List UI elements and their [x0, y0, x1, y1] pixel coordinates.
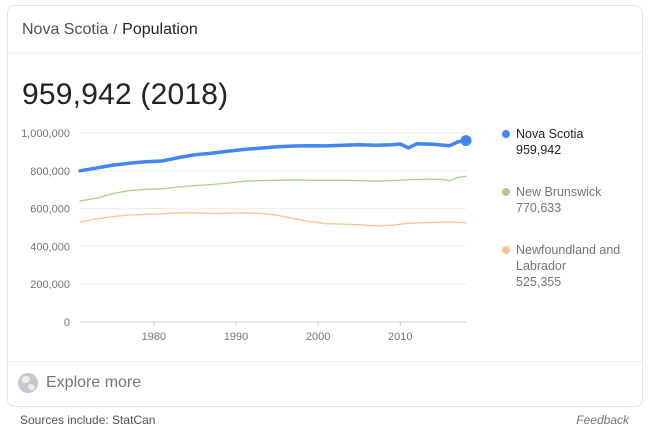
breadcrumb: Nova Scotia / Population	[22, 21, 198, 39]
y-tick-label: 800,000	[30, 166, 70, 178]
legend-series-value: 770,633	[516, 201, 562, 215]
y-tick-label: 1,000,000	[21, 128, 70, 140]
x-axis-ticks: 1980 1990 2000 2010	[142, 322, 413, 343]
legend-series-value: 525,355	[516, 275, 562, 289]
legend-text: New Brunswick 770,633	[516, 184, 636, 216]
breadcrumb-place[interactable]: Nova Scotia	[22, 21, 109, 38]
y-tick-label: 600,000	[30, 204, 70, 216]
y-tick-label: 0	[64, 317, 70, 329]
feedback-link[interactable]: Feedback	[576, 413, 629, 427]
knowledge-card: Nova Scotia / Population 959,942 (2018) No…	[7, 5, 643, 407]
x-tick-label: 2010	[388, 331, 412, 343]
legend-series-value: 959,942	[516, 143, 562, 157]
series-line-newfoundland-and-labrador	[79, 212, 467, 227]
x-tick-label: 2000	[306, 331, 330, 343]
chart-grid	[80, 132, 466, 323]
legend-series-name: Newfoundland and Labrador	[516, 243, 621, 273]
footer-divider	[8, 361, 642, 362]
globe-icon	[18, 373, 38, 393]
legend-series-name: New Brunswick	[516, 185, 602, 199]
header-divider	[8, 52, 642, 53]
y-tick-label: 200,000	[30, 279, 70, 291]
chart-series	[78, 135, 472, 227]
explore-more-link[interactable]: Explore more	[18, 373, 141, 393]
legend-dot	[502, 130, 510, 138]
series-line-nova-scotia	[78, 138, 468, 173]
legend-text: Nova Scotia 959,942	[516, 126, 636, 158]
legend-dot	[502, 188, 510, 196]
y-axis-ticks: 0 200,000 400,000 600,000 800,000 1,000,000	[21, 128, 70, 329]
legend-dot	[502, 246, 510, 254]
y-tick-label: 400,000	[30, 241, 70, 253]
latest-point-marker	[460, 135, 472, 147]
x-tick-label: 1980	[142, 331, 166, 343]
series-line-new-brunswick	[79, 175, 467, 202]
sources-text: Sources include: StatCan	[20, 413, 156, 427]
breadcrumb-separator: /	[113, 21, 118, 37]
explore-more-label: Explore more	[46, 374, 142, 391]
legend-series-name: Nova Scotia	[516, 127, 584, 141]
headline-value: 959,942 (2018)	[22, 78, 229, 111]
x-tick-label: 1990	[224, 331, 248, 343]
breadcrumb-topic: Population	[122, 21, 198, 38]
legend-text: Newfoundland and Labrador 525,355	[516, 242, 636, 290]
